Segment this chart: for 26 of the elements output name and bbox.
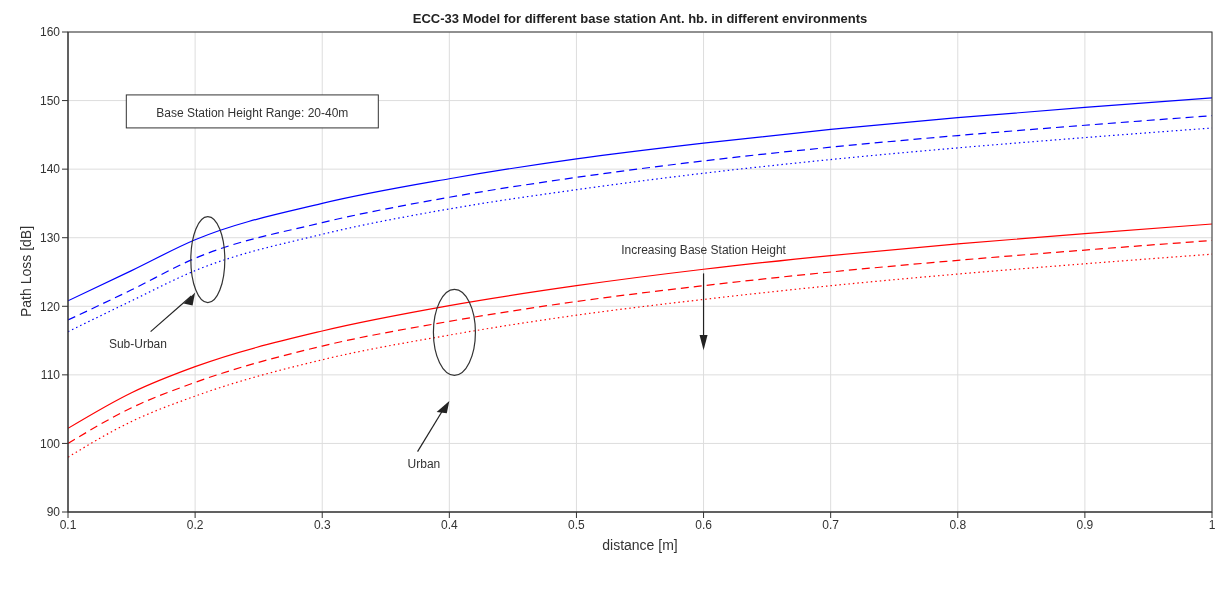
annotation: Base Station Height Range: 20-40m — [156, 105, 349, 120]
y-tick-label: 100 — [39, 436, 61, 451]
annotation: Sub-Urban — [108, 337, 167, 351]
x-tick-label: 0.7 — [822, 517, 840, 532]
x-tick-label: 0.2 — [186, 517, 204, 532]
x-tick-label: 1 — [1208, 517, 1216, 532]
x-tick-label: 0.1 — [59, 517, 77, 532]
y-tick-label: 140 — [39, 162, 61, 177]
x-tick-label: 0.8 — [949, 517, 967, 532]
x-tick-label: 0.9 — [1076, 517, 1094, 532]
line-series — [68, 97, 1212, 302]
y-tick-label: 110 — [40, 368, 61, 383]
annotation: Increasing Base Station Height — [621, 243, 787, 258]
x-axis-title: distance [m] — [602, 537, 678, 553]
annotation: Urban — [407, 457, 441, 471]
y-tick-label: 120 — [39, 299, 61, 314]
y-tick-label: 150 — [39, 93, 61, 108]
y-tick-label: 130 — [39, 230, 61, 245]
x-tick-label: 0.3 — [313, 517, 331, 532]
x-tick-label: 0.5 — [568, 517, 586, 532]
y-tick-label: 160 — [39, 25, 61, 40]
y-tick-label: 90 — [46, 505, 61, 520]
x-tick-label: 0.6 — [695, 517, 713, 532]
x-tick-label: 0.4 — [440, 517, 458, 532]
y-axis-title: Path Loss [dB] — [17, 225, 34, 317]
chart-title: ECC-33 Model for different base station Ant. hb. in different environments — [412, 11, 868, 26]
